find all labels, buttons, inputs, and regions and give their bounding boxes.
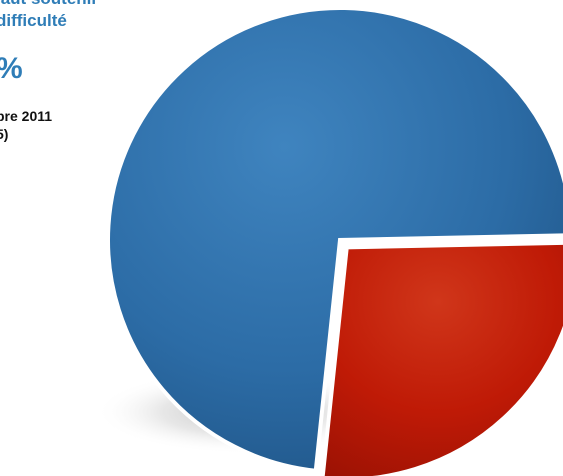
survey-info: bre 2011 5)	[0, 107, 52, 143]
pie-slices	[106, 6, 563, 476]
pie-slice-1	[106, 6, 563, 473]
survey-base: 5)	[0, 126, 9, 142]
chart-title-line-1: iaut soutenir	[0, 0, 98, 10]
survey-date: bre 2011	[0, 108, 53, 124]
chart-title-line-2: difficulté	[0, 11, 67, 30]
pie-slice-2	[320, 240, 563, 476]
chart-title: iaut soutenir difficulté	[0, 0, 98, 32]
headline-percentage: %	[0, 52, 23, 86]
